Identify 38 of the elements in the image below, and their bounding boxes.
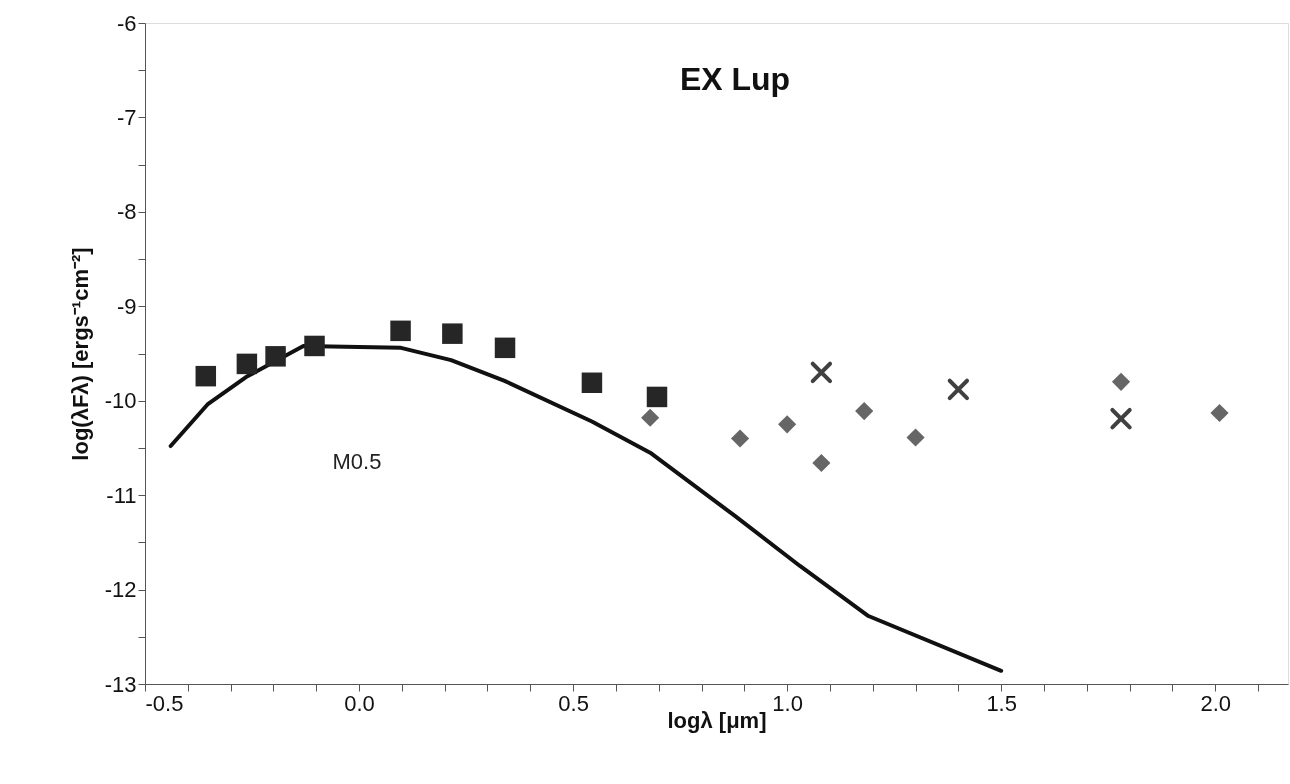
x-tick-label: -0.5	[145, 690, 184, 716]
x-tick-label: 1.5	[986, 690, 1017, 716]
y-tick-label: -12	[104, 577, 137, 603]
point	[810, 361, 833, 384]
y-tick-label: -7	[116, 104, 137, 130]
y-tick-label: -8	[116, 199, 137, 225]
y-tick-label: -9	[116, 293, 137, 319]
point	[646, 386, 668, 408]
annotation: M0.5	[332, 449, 382, 474]
y-axis-title: log(λFλ) [ergs⁻¹cm⁻²]	[67, 247, 93, 461]
y-tick-label: -13	[104, 671, 137, 697]
x-tick-label: 0.0	[344, 690, 375, 716]
x-tick-label: 2.0	[1200, 690, 1232, 716]
x-axis-title: logλ [μm]	[667, 707, 767, 733]
point	[906, 428, 925, 447]
point	[730, 429, 750, 448]
y-tick-label: -6	[116, 10, 137, 36]
point	[236, 353, 258, 375]
point	[265, 346, 286, 367]
point	[390, 320, 411, 342]
point	[1110, 408, 1132, 430]
x-tick-label: 1.0	[772, 690, 803, 716]
point	[494, 337, 516, 359]
point	[195, 365, 217, 387]
text: EX Lup	[679, 61, 791, 97]
y-tick-label: -10	[104, 388, 137, 414]
point	[778, 415, 797, 434]
point	[855, 402, 874, 421]
point	[1111, 372, 1131, 391]
point	[581, 372, 603, 394]
point	[1210, 403, 1229, 423]
point	[641, 408, 660, 427]
point	[442, 323, 463, 344]
x-tick-label: 0.5	[558, 690, 589, 716]
point	[947, 378, 970, 401]
point	[812, 453, 831, 473]
point	[304, 335, 325, 357]
y-tick-label: -11	[106, 482, 137, 508]
